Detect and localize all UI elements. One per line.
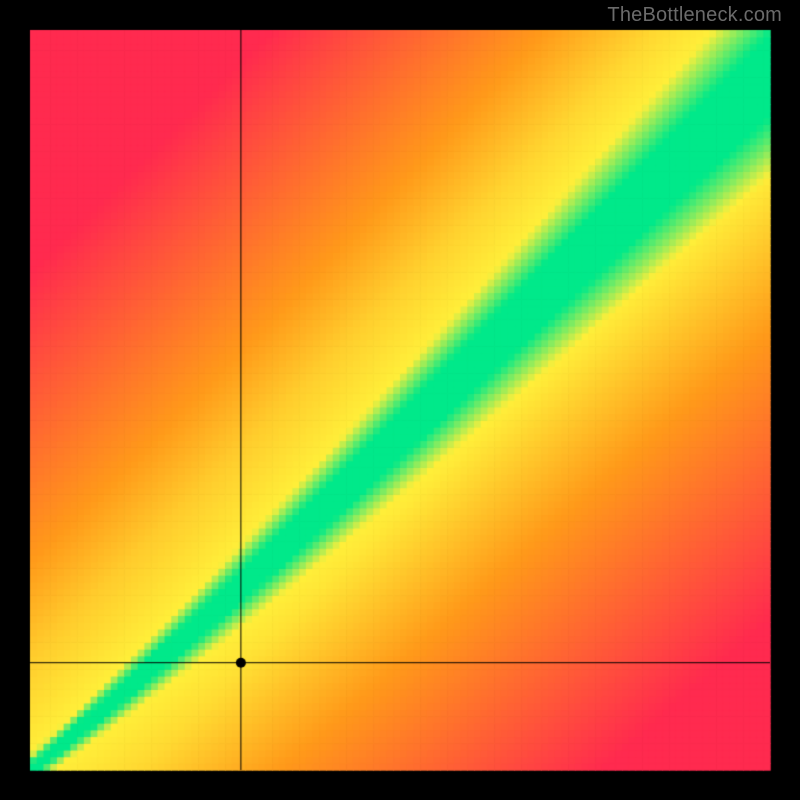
watermark-text: TheBottleneck.com bbox=[607, 4, 782, 27]
chart-container: TheBottleneck.com bbox=[0, 0, 800, 800]
bottleneck-heatmap-canvas bbox=[0, 0, 800, 800]
